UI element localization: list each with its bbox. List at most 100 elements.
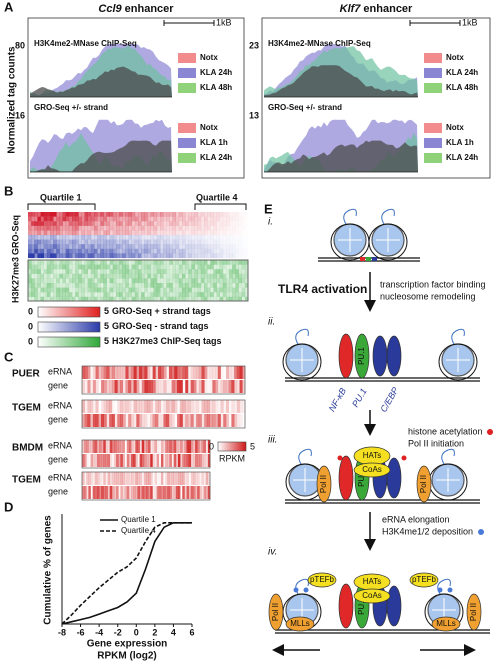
heat-cell — [107, 486, 111, 499]
heat-cell — [147, 248, 151, 254]
heat-cell — [119, 292, 123, 297]
heat-cell — [78, 225, 82, 231]
heat-cell — [182, 248, 186, 254]
heat-cell — [229, 273, 233, 279]
heat-cell — [40, 248, 45, 254]
heat-cell — [119, 239, 123, 245]
heat-cell — [201, 366, 205, 379]
heat-cell — [106, 380, 110, 393]
heat-cell — [131, 221, 136, 226]
heat-cell — [133, 380, 137, 393]
heat-cell — [141, 264, 145, 270]
heat-cell — [119, 230, 123, 236]
heat-cell — [178, 216, 183, 222]
panel-label: D — [4, 499, 13, 514]
heat-cell — [78, 269, 82, 274]
heat-cell — [141, 292, 145, 297]
heat-cell — [166, 216, 170, 222]
heat-cell — [133, 400, 137, 413]
heat-cell — [122, 472, 125, 485]
heat-cell — [65, 287, 70, 293]
heat-cell — [147, 244, 151, 249]
heat-cell — [204, 216, 208, 222]
heat-cell — [166, 221, 170, 226]
nf-kb — [338, 455, 354, 501]
heat-cell — [128, 216, 133, 222]
heat-cell — [153, 216, 158, 222]
heat-cell — [112, 216, 117, 222]
heat-cell — [75, 283, 79, 288]
heat-cell — [122, 244, 126, 249]
heat-cell — [204, 273, 208, 279]
heat-cell — [172, 216, 177, 222]
row-label: eRNA — [48, 472, 72, 482]
heat-cell — [185, 212, 189, 217]
heat-cell — [65, 273, 70, 279]
heat-cell — [203, 440, 207, 453]
track-title: GRO-Seq +/- strand — [34, 103, 108, 112]
heat-cell — [172, 230, 177, 236]
heat-cell — [147, 366, 151, 379]
heat-cell — [50, 264, 54, 270]
step-text: eRNA elongation — [382, 514, 450, 524]
pol2-label: Pol II — [419, 475, 428, 493]
legend-swatch — [178, 138, 196, 148]
legend-swatch — [424, 68, 442, 78]
heat-cell — [37, 216, 41, 222]
heat-cell — [141, 253, 145, 259]
heat-cell — [222, 283, 227, 288]
legend-swatch — [178, 153, 196, 163]
heat-cell — [31, 221, 35, 226]
heat-cell — [28, 278, 32, 284]
heat-cell — [160, 472, 164, 485]
heat-cell — [210, 212, 214, 217]
acetyl-dot — [487, 429, 493, 435]
heat-cell — [239, 226, 242, 231]
heat-cell — [182, 235, 186, 240]
heat-cell — [65, 292, 70, 297]
heat-cell — [122, 440, 125, 453]
heat-cell — [28, 239, 32, 245]
heat-cell — [50, 248, 54, 254]
heat-cell — [90, 400, 94, 413]
heat-cell — [160, 230, 164, 236]
heat-cell — [37, 273, 41, 279]
heat-cell — [65, 248, 70, 254]
heat-cell — [219, 248, 224, 254]
heat-cell — [163, 269, 167, 274]
heat-cell — [119, 269, 123, 274]
heat-cell — [72, 225, 76, 231]
heat-cell — [46, 212, 51, 217]
heat-cell — [147, 283, 151, 288]
heat-cell — [131, 440, 134, 453]
heat-cell — [178, 248, 183, 254]
heat-cell — [128, 230, 133, 236]
heat-cell — [50, 296, 54, 302]
heat-cell — [242, 249, 245, 254]
heat-cell — [197, 283, 202, 288]
heat-cell — [97, 273, 101, 279]
heat-cell — [46, 225, 51, 231]
heat-cell — [126, 454, 130, 467]
heat-cell — [86, 440, 89, 453]
heat-cell — [106, 292, 111, 297]
heat-cell — [242, 400, 246, 413]
heat-cell — [229, 283, 233, 288]
heat-cell — [150, 264, 155, 270]
heat-cell — [28, 269, 32, 274]
heat-cell — [166, 212, 170, 217]
heat-cell — [229, 221, 233, 226]
heat-cell — [239, 400, 243, 413]
heat-cell — [217, 366, 221, 379]
heat-cell — [90, 380, 94, 393]
heat-cell — [241, 283, 246, 288]
heat-cell — [147, 400, 151, 413]
heat-cell — [229, 260, 233, 265]
heat-cell — [219, 296, 224, 302]
heat-cell — [160, 400, 164, 413]
heat-cell — [173, 486, 177, 499]
heat-cell — [180, 440, 183, 453]
heat-cell — [160, 269, 164, 274]
heat-cell — [84, 287, 89, 293]
heat-cell — [228, 366, 232, 379]
